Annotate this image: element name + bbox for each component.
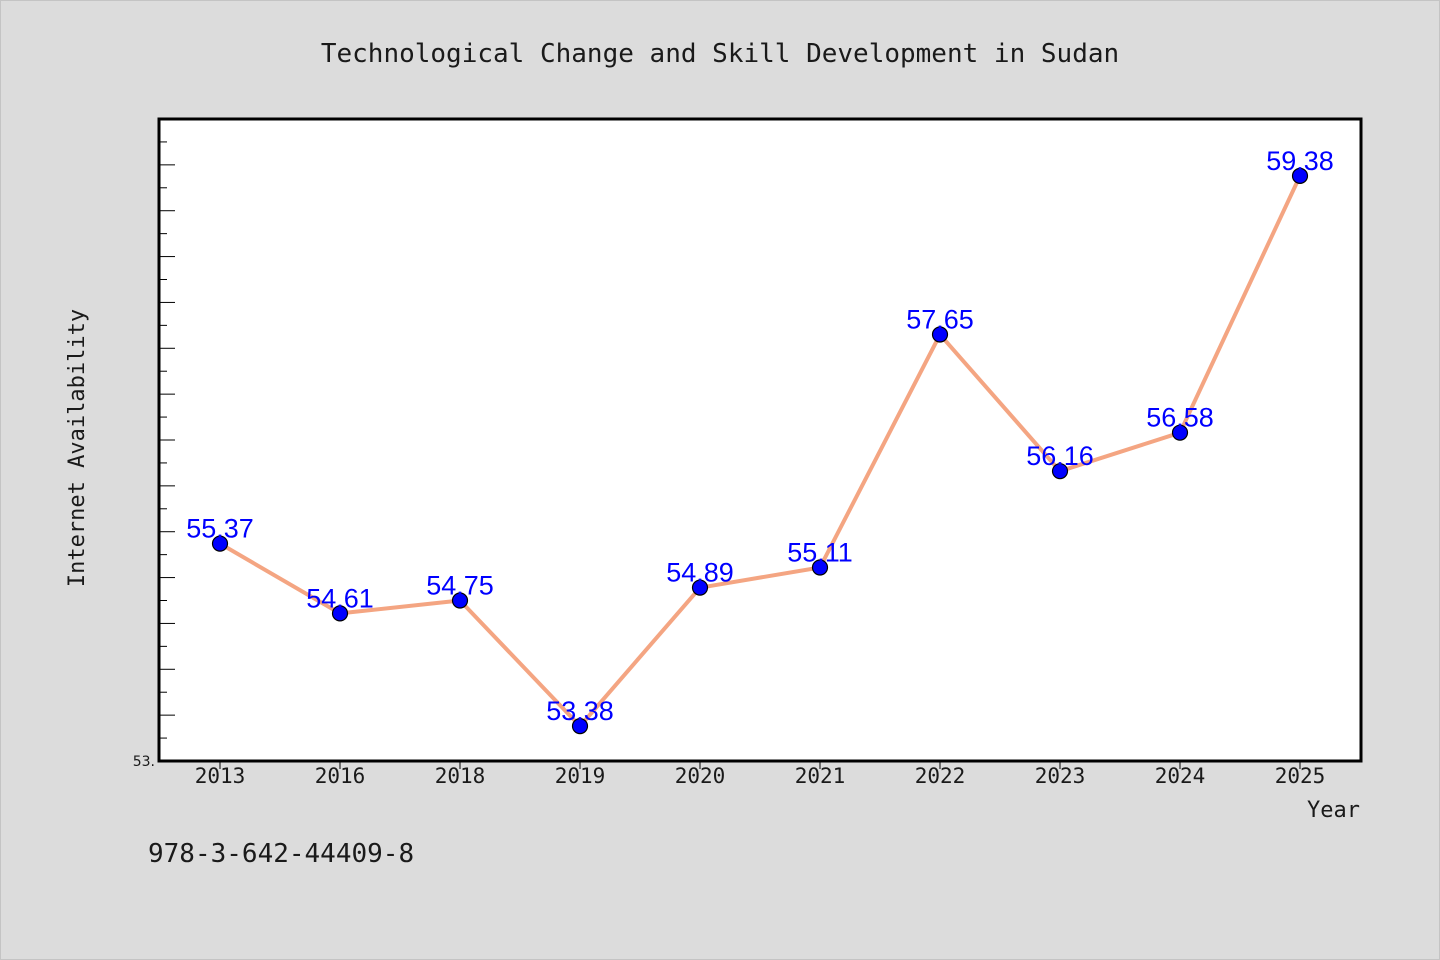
data-value-label: 55.11 (787, 537, 853, 567)
data-point-marker (331, 605, 349, 622)
series-line (218, 173, 1302, 729)
x-tick-label: 2013 (195, 764, 246, 788)
data-value-label: 57.65 (906, 305, 974, 335)
data-value-label: 59.38 (1266, 146, 1334, 176)
data-value-label: 54.75 (426, 571, 494, 601)
x-axis-label: Year (1307, 798, 1360, 823)
data-point-marker (1171, 424, 1189, 441)
isbn-label: 978-3-642-44409-8 (148, 839, 414, 869)
data-value-label: 55.37 (186, 514, 254, 544)
x-tick-label: 2021 (795, 764, 846, 788)
data-value-label: 53.38 (546, 696, 614, 726)
series-line-group: 55.37 54.61 54.75 53.38 54.89 55.11 57.65 56.16… (186, 146, 1334, 735)
data-point-marker (571, 718, 589, 735)
data-value-label: 56.16 (1026, 441, 1094, 471)
data-point-marker (1291, 167, 1309, 184)
y-axis-ticks (159, 141, 175, 739)
x-axis-ticks: 2013 2016 2018 2019 2020 2021 2022 2023 2024 2025 (195, 761, 1326, 788)
data-value-label: 54.61 (306, 583, 374, 613)
data-value-label: 54.89 (666, 558, 734, 588)
x-tick-label: 2023 (1035, 764, 1086, 788)
data-value-label: 56.58 (1146, 403, 1214, 433)
x-tick-label: 2019 (555, 764, 606, 788)
data-point-marker (1051, 463, 1069, 480)
data-point-marker (211, 535, 229, 552)
x-tick-label: 2020 (675, 764, 726, 788)
data-point-marker (451, 592, 469, 609)
x-tick-label: 2018 (435, 764, 486, 788)
x-tick-label: 2025 (1275, 764, 1326, 788)
x-tick-label: 2024 (1155, 764, 1206, 788)
data-point-marker (691, 579, 709, 596)
x-tick-label: 2016 (315, 764, 366, 788)
data-point-marker (931, 326, 949, 343)
chart-title: Technological Change and Skill Developme… (321, 39, 1119, 69)
x-tick-label: 2022 (915, 764, 966, 788)
y-axis-label: Internet Availability (65, 309, 90, 587)
data-point-marker (811, 559, 829, 576)
y-axis-min-label: 53. (133, 754, 155, 770)
